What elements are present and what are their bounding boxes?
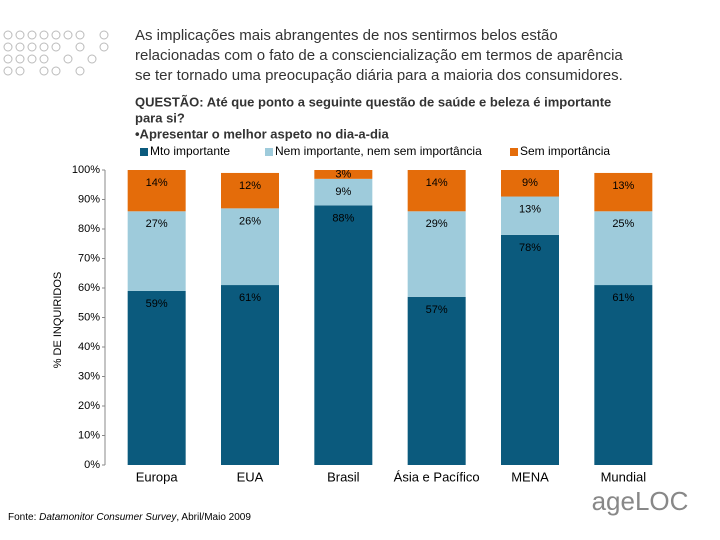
value-label: 9% xyxy=(335,186,351,198)
y-tick-label: 10% xyxy=(78,429,100,441)
bar-segment xyxy=(314,170,373,179)
bar-segment xyxy=(501,196,559,235)
value-label: 61% xyxy=(612,292,634,304)
question-line: para si? xyxy=(135,110,185,125)
y-tick-label: 90% xyxy=(78,193,100,205)
y-tick-label: 20% xyxy=(78,400,100,412)
legend-swatch xyxy=(510,148,518,156)
bar-segment xyxy=(594,172,653,212)
value-label: 88% xyxy=(332,212,354,224)
value-label: 9% xyxy=(522,177,538,189)
title-line: se ter tornado uma preocupação diária pa… xyxy=(135,67,623,84)
question-line: QUESTÃO: Até que ponto a seguinte questã… xyxy=(135,94,611,109)
bar-segment xyxy=(127,290,186,465)
source-italic: Datamonitor Consumer Survey xyxy=(39,512,177,523)
value-label: 26% xyxy=(239,215,261,227)
bar-segment xyxy=(314,178,373,206)
value-label: 14% xyxy=(146,177,168,189)
x-tick-label: MENA xyxy=(511,469,549,484)
value-label: 12% xyxy=(239,180,261,192)
bar-segment xyxy=(127,211,186,291)
value-label: 27% xyxy=(146,218,168,230)
value-label: 14% xyxy=(426,177,448,189)
bar-segment xyxy=(127,170,186,212)
value-label: 61% xyxy=(239,292,261,304)
value-label: 78% xyxy=(519,242,541,254)
y-tick-label: 0% xyxy=(84,459,100,471)
y-axis-label: % DE INQUIRIDOS xyxy=(52,272,64,369)
y-tick-label: 40% xyxy=(78,341,100,353)
decor-dots xyxy=(3,30,109,76)
y-tick-label: 30% xyxy=(78,370,100,382)
y-tick-label: 60% xyxy=(78,282,100,294)
legend-label: Mto importante xyxy=(150,144,230,158)
value-label: 13% xyxy=(612,180,634,192)
value-label: 59% xyxy=(146,298,168,310)
bar-segment xyxy=(501,170,559,197)
question-line: •Apresentar o melhor aspeto no dia-a-dia xyxy=(135,126,390,141)
x-tick-label: Europa xyxy=(136,469,179,484)
y-tick-label: 50% xyxy=(78,311,100,323)
bar-segment xyxy=(407,296,466,465)
bar-segment xyxy=(594,285,653,465)
x-tick-label: EUA xyxy=(237,469,264,484)
x-tick-label: Brasil xyxy=(327,469,360,484)
x-tick-label: Mundial xyxy=(601,469,647,484)
source: Fonte: Datamonitor Consumer Survey, Abri… xyxy=(8,512,251,523)
value-label: 29% xyxy=(426,218,448,230)
bar-segment xyxy=(594,211,653,286)
y-tick-label: 80% xyxy=(78,223,100,235)
value-label: 25% xyxy=(612,218,634,230)
logo: ageLOC xyxy=(592,486,689,516)
bar-segment xyxy=(407,211,466,297)
value-label: 13% xyxy=(519,203,541,215)
value-label: 57% xyxy=(426,304,448,316)
title-line: relacionadas com o fato de a consciencia… xyxy=(135,47,623,64)
value-label: 3% xyxy=(335,168,351,180)
x-tick-label: Ásia e Pacífico xyxy=(394,469,480,484)
legend-label: Sem importância xyxy=(520,144,610,158)
bar-segment xyxy=(407,170,466,212)
bar-segment xyxy=(501,234,559,465)
bar-segment xyxy=(314,205,373,465)
y-tick-label: 100% xyxy=(72,164,100,176)
bar-segment xyxy=(221,285,279,465)
title-line: As implicações mais abrangentes de nos s… xyxy=(135,27,558,44)
legend-label: Nem importante, nem sem importância xyxy=(275,144,482,158)
y-tick-label: 70% xyxy=(78,252,100,264)
bar-segment xyxy=(221,208,279,286)
source-prefix: Fonte: xyxy=(8,512,39,523)
source-suffix: , Abril/Maio 2009 xyxy=(176,512,251,523)
bar-segment xyxy=(221,172,279,209)
legend-swatch xyxy=(265,148,273,156)
legend-swatch xyxy=(140,148,148,156)
